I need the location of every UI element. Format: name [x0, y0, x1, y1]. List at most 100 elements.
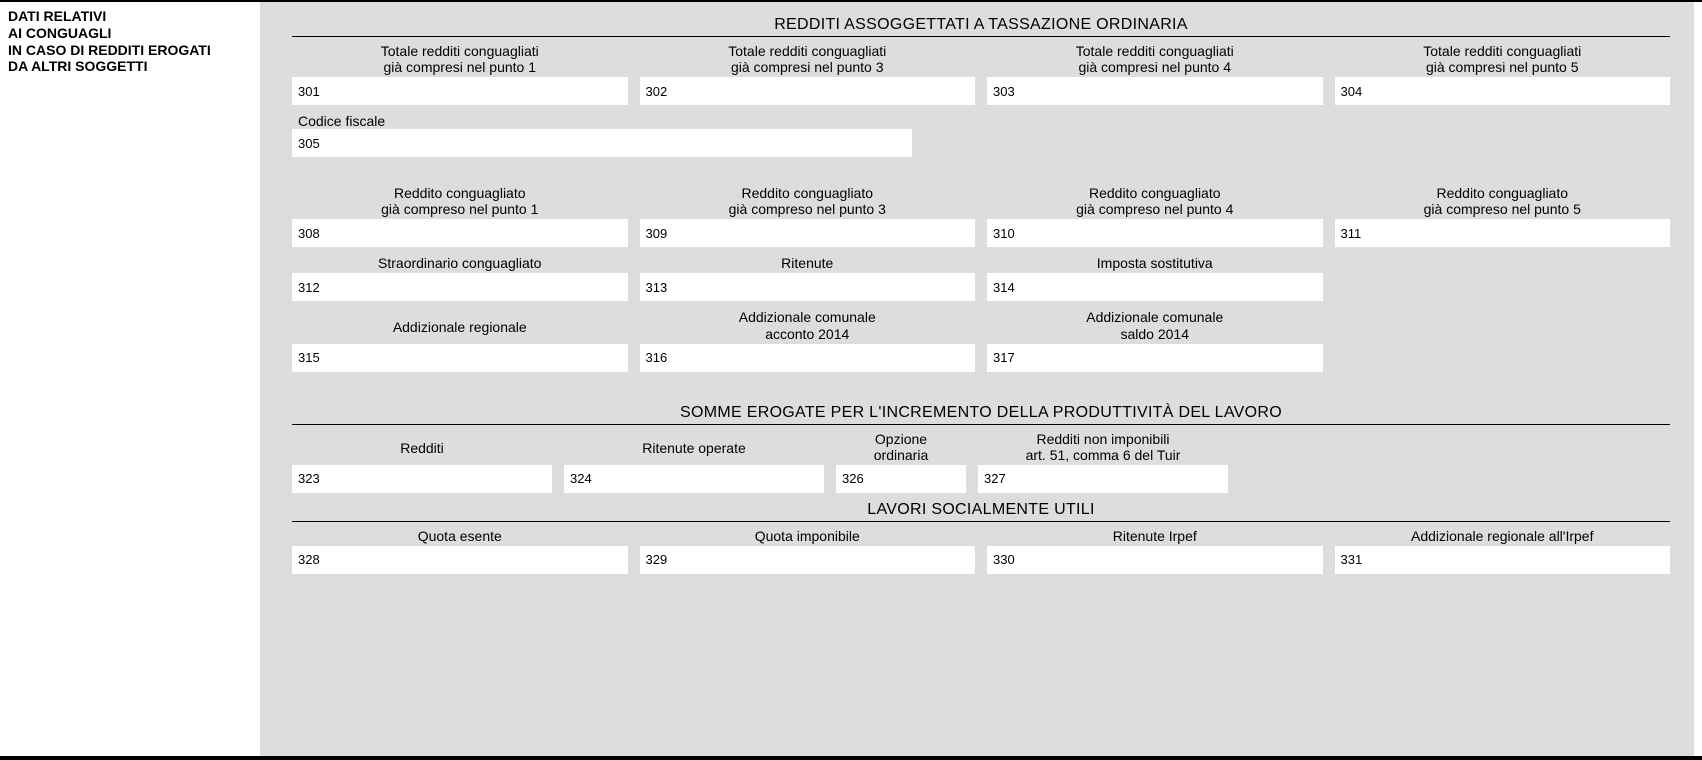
field-301: Totale redditi conguagliatigià compresi …	[292, 41, 628, 105]
section-rule-2	[292, 424, 1670, 425]
section-heading-1: REDDITI ASSOGGETTATI A TASSAZIONE ORDINA…	[292, 14, 1670, 36]
box-311[interactable]: 311	[1335, 219, 1671, 247]
sidebar-line-2: AI CONGUAGLI	[8, 25, 256, 42]
label-330: Ritenute Irpef	[987, 526, 1323, 546]
label-302: Totale redditi conguagliatigià compresi …	[640, 41, 976, 77]
box-310[interactable]: 310	[987, 219, 1323, 247]
field-312: Straordinario conguagliato 312	[292, 253, 628, 301]
row-315-317: Addizionale regionale 315 Addizionale co…	[292, 307, 1670, 371]
field-309: Reddito conguagliatogià compreso nel pun…	[640, 183, 976, 247]
box-317[interactable]: 317	[987, 344, 1323, 372]
field-304: Totale redditi conguagliatigià compresi …	[1335, 41, 1671, 105]
box-303[interactable]: 303	[987, 77, 1323, 105]
row-328-331: Quota esente 328 Quota imponibile 329 Ri…	[292, 526, 1670, 574]
box-313[interactable]: 313	[640, 273, 976, 301]
label-311: Reddito conguagliatogià compreso nel pun…	[1335, 183, 1671, 219]
box-326[interactable]: 326	[836, 465, 966, 493]
box-331[interactable]: 331	[1335, 546, 1671, 574]
label-315: Addizionale regionale	[292, 310, 628, 344]
field-305: Codice fiscale 305	[292, 111, 1670, 157]
box-301[interactable]: 301	[292, 77, 628, 105]
num-317: 317	[993, 350, 1015, 365]
field-302: Totale redditi conguagliatigià compresi …	[640, 41, 976, 105]
label-316: Addizionale comunaleacconto 2014	[640, 307, 976, 343]
box-304[interactable]: 304	[1335, 77, 1671, 105]
label-308: Reddito conguagliatogià compreso nel pun…	[292, 183, 628, 219]
label-304: Totale redditi conguagliatigià compresi …	[1335, 41, 1671, 77]
box-305[interactable]: 305	[292, 129, 912, 157]
box-329[interactable]: 329	[640, 546, 976, 574]
box-323[interactable]: 323	[292, 465, 552, 493]
num-326: 326	[842, 471, 864, 486]
field-328: Quota esente 328	[292, 526, 628, 574]
label-326: Opzioneordinaria	[836, 429, 966, 465]
row-323-327: Redditi 323 Ritenute operate 324 Opzione…	[292, 429, 1670, 493]
box-330[interactable]: 330	[987, 546, 1323, 574]
field-313: Ritenute 313	[640, 253, 976, 301]
num-316: 316	[646, 350, 668, 365]
label-328: Quota esente	[292, 526, 628, 546]
field-331: Addizionale regionale all'Irpef 331	[1335, 526, 1671, 574]
field-316: Addizionale comunaleacconto 2014 316	[640, 307, 976, 371]
field-314: Imposta sostitutiva 314	[987, 253, 1323, 301]
num-304: 304	[1341, 84, 1363, 99]
field-324: Ritenute operate 324	[564, 431, 824, 493]
sidebar-title: DATI RELATIVI AI CONGUAGLI IN CASO DI RE…	[8, 8, 256, 75]
num-312: 312	[298, 280, 320, 295]
box-314[interactable]: 314	[987, 273, 1323, 301]
box-302[interactable]: 302	[640, 77, 976, 105]
box-327[interactable]: 327	[978, 465, 1228, 493]
field-315: Addizionale regionale 315	[292, 310, 628, 372]
field-323: Redditi 323	[292, 431, 552, 493]
num-303: 303	[993, 84, 1015, 99]
label-331: Addizionale regionale all'Irpef	[1335, 526, 1671, 546]
num-311: 311	[1341, 226, 1362, 241]
field-303: Totale redditi conguagliatigià compresi …	[987, 41, 1323, 105]
field-311: Reddito conguagliatogià compreso nel pun…	[1335, 183, 1671, 247]
label-324: Ritenute operate	[564, 431, 824, 465]
box-315[interactable]: 315	[292, 344, 628, 372]
num-329: 329	[646, 552, 668, 567]
num-324: 324	[570, 471, 592, 486]
field-330: Ritenute Irpef 330	[987, 526, 1323, 574]
num-309: 309	[646, 226, 668, 241]
field-327: Redditi non imponibiliart. 51, comma 6 d…	[978, 429, 1228, 493]
label-327: Redditi non imponibiliart. 51, comma 6 d…	[978, 429, 1228, 465]
label-309: Reddito conguagliatogià compreso nel pun…	[640, 183, 976, 219]
label-301: Totale redditi conguagliatigià compresi …	[292, 41, 628, 77]
label-323: Redditi	[292, 431, 552, 465]
label-310: Reddito conguagliatogià compreso nel pun…	[987, 183, 1323, 219]
num-310: 310	[993, 226, 1015, 241]
label-313: Ritenute	[640, 253, 976, 273]
field-308: Reddito conguagliatogià compreso nel pun…	[292, 183, 628, 247]
box-324[interactable]: 324	[564, 465, 824, 493]
num-330: 330	[993, 552, 1015, 567]
section-rule-3	[292, 521, 1670, 522]
sidebar-line-3: IN CASO DI REDDITI EROGATI	[8, 42, 256, 59]
sidebar-line-1: DATI RELATIVI	[8, 8, 256, 25]
label-305: Codice fiscale	[292, 111, 1670, 129]
box-308[interactable]: 308	[292, 219, 628, 247]
row-301-304: Totale redditi conguagliatigià compresi …	[292, 41, 1670, 105]
field-329: Quota imponibile 329	[640, 526, 976, 574]
box-309[interactable]: 309	[640, 219, 976, 247]
field-317: Addizionale comunalesaldo 2014 317	[987, 307, 1323, 371]
num-301: 301	[298, 84, 320, 99]
box-328[interactable]: 328	[292, 546, 628, 574]
label-303: Totale redditi conguagliatigià compresi …	[987, 41, 1323, 77]
gap-1	[292, 163, 1670, 183]
num-331: 331	[1341, 552, 1363, 567]
num-314: 314	[993, 280, 1015, 295]
num-327: 327	[984, 471, 1006, 486]
box-316[interactable]: 316	[640, 344, 976, 372]
box-312[interactable]: 312	[292, 273, 628, 301]
num-323: 323	[298, 471, 320, 486]
label-317: Addizionale comunalesaldo 2014	[987, 307, 1323, 343]
num-305: 305	[298, 136, 320, 151]
num-308: 308	[298, 226, 320, 241]
num-315: 315	[298, 350, 320, 365]
section-rule-1	[292, 36, 1670, 37]
sidebar-line-4: DA ALTRI SOGGETTI	[8, 58, 256, 75]
page: DATI RELATIVI AI CONGUAGLI IN CASO DI RE…	[0, 0, 1702, 760]
section-heading-3: LAVORI SOCIALMENTE UTILI	[292, 499, 1670, 521]
